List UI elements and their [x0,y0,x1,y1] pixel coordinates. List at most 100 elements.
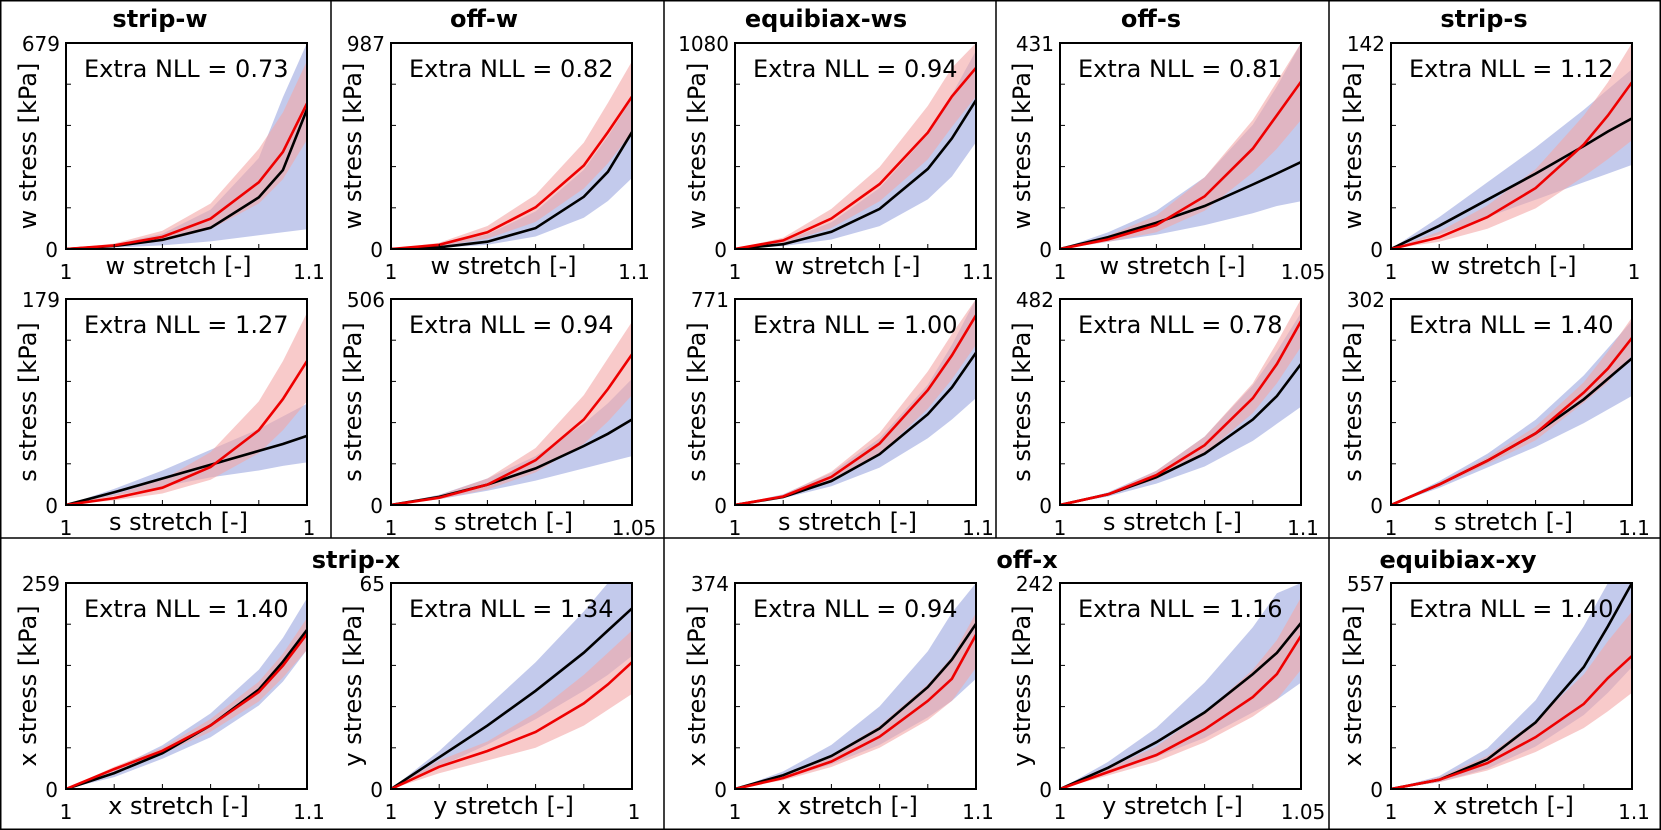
data-band-red [1391,611,1632,789]
data-band-red [735,299,976,505]
plot-area [735,299,976,505]
x-tick-label: 1.1 [1618,516,1650,540]
extra-nll-label: Extra NLL = 1.27 [84,311,288,339]
model-line-black [1060,622,1301,789]
plot-frame [1390,42,1633,250]
y-axis-label: s stress [kPa] [1339,322,1367,482]
y-axis-label: y stress [kPa] [1008,605,1036,766]
plot-area [1060,299,1301,505]
model-band-blue [66,598,307,789]
x-tick-label: 1.05 [1281,260,1326,284]
model-band-blue [391,98,632,249]
model-line-black [1391,117,1632,249]
x-tick-label: 1 [1054,516,1067,540]
plot-area [391,321,632,505]
model-band-blue [735,50,976,249]
data-band-red [391,630,632,789]
y-axis-label: w stress [kPa] [683,63,711,230]
data-line-red [1060,80,1301,249]
plot-frame [390,42,633,250]
x-axis-label: y stretch [-] [433,792,574,820]
x-tick-label: 1 [385,260,398,284]
model-line-black [66,434,307,505]
x-tick-label: 1 [303,516,316,540]
panel-title: strip-w [112,5,207,33]
plot-area [1391,317,1632,505]
y-tick-label: 0 [45,494,58,518]
x-tick-label: 1.1 [962,516,994,540]
y-tick-label: 0 [370,238,383,262]
x-tick-label: 1.1 [293,800,325,824]
y-axis-label: x stress [kPa] [14,605,42,766]
y-axis-label: s stress [kPa] [683,322,711,482]
x-tick-label: 1.05 [612,516,657,540]
plot-area [735,583,976,789]
plot-area [391,583,632,789]
x-axis-label: x stretch [-] [108,792,249,820]
y-tick-label: 987 [347,32,385,56]
plot-frame [65,42,308,250]
data-band-red [1060,299,1301,505]
plot-area [391,61,632,249]
x-axis-label: x stretch [-] [777,792,918,820]
y-tick-label: 679 [22,32,60,56]
data-band-red [66,60,307,249]
x-axis-label: s stretch [-] [778,508,917,536]
x-axis-label: w stretch [-] [1099,252,1245,280]
y-tick-label: 0 [714,238,727,262]
data-line-red [66,633,307,789]
y-tick-label: 0 [1370,238,1383,262]
x-tick-label: 1 [1628,260,1641,284]
model-band-blue [1391,320,1632,505]
extra-nll-label: Extra NLL = 0.78 [1078,311,1282,339]
y-tick-label: 0 [1039,238,1052,262]
panel-title: off-x [996,546,1058,574]
plot-frame [734,42,977,250]
model-band-blue [391,583,632,789]
data-band-red [66,312,307,505]
data-band-red [1060,597,1301,789]
x-tick-label: 1 [729,516,742,540]
data-line-red [1060,320,1301,505]
plot-frame [734,298,977,506]
data-band-red [391,61,632,249]
y-tick-label: 0 [45,238,58,262]
data-band-red [391,321,632,505]
y-axis-label: w stress [kPa] [1339,63,1367,230]
panel-off-x-y: Extra NLL = 1.16 242 01 1.05 y stretch [-] y … [996,546,1325,824]
y-tick-label: 557 [1347,572,1385,596]
x-tick-label: 1 [628,800,641,824]
y-axis-label: w stress [kPa] [14,63,42,230]
model-line-black [391,607,632,789]
y-tick-label: 1080 [678,32,729,56]
x-axis-label: s stretch [-] [1103,508,1242,536]
plot-frame [390,582,633,790]
x-axis-label: y stretch [-] [1102,792,1243,820]
panel-strip-x-x: Extra NLL = 1.40 259 01 1.1 x stretch [-] x s… [14,572,325,824]
y-tick-label: 0 [370,494,383,518]
x-axis-label: w stretch [-] [1430,252,1576,280]
data-line-red [66,360,307,505]
x-tick-label: 1.1 [293,260,325,284]
x-tick-label: 1 [1385,516,1398,540]
data-line-red [1391,337,1632,505]
extra-nll-label: Extra NLL = 0.94 [753,595,957,623]
data-band-red [66,618,307,789]
x-tick-label: 1 [60,260,73,284]
y-tick-label: 0 [1039,494,1052,518]
y-tick-label: 771 [691,288,729,312]
data-band-red [735,43,976,249]
y-tick-label: 431 [1016,32,1054,56]
panel-equibiax-xy-x: Extra NLL = 1.40 557 01 1.1 x stretch [-] x s… [1339,546,1650,824]
plot-frame [65,582,308,790]
plot-frame [65,298,308,506]
model-line-black [66,629,307,789]
y-tick-label: 0 [714,778,727,802]
y-tick-label: 506 [347,288,385,312]
panel-strip-s-s: Extra NLL = 1.40 302 01 1.1 s stretch [-] s s… [1339,288,1650,540]
plot-area [1391,43,1632,249]
x-tick-label: 1.05 [1281,800,1326,824]
